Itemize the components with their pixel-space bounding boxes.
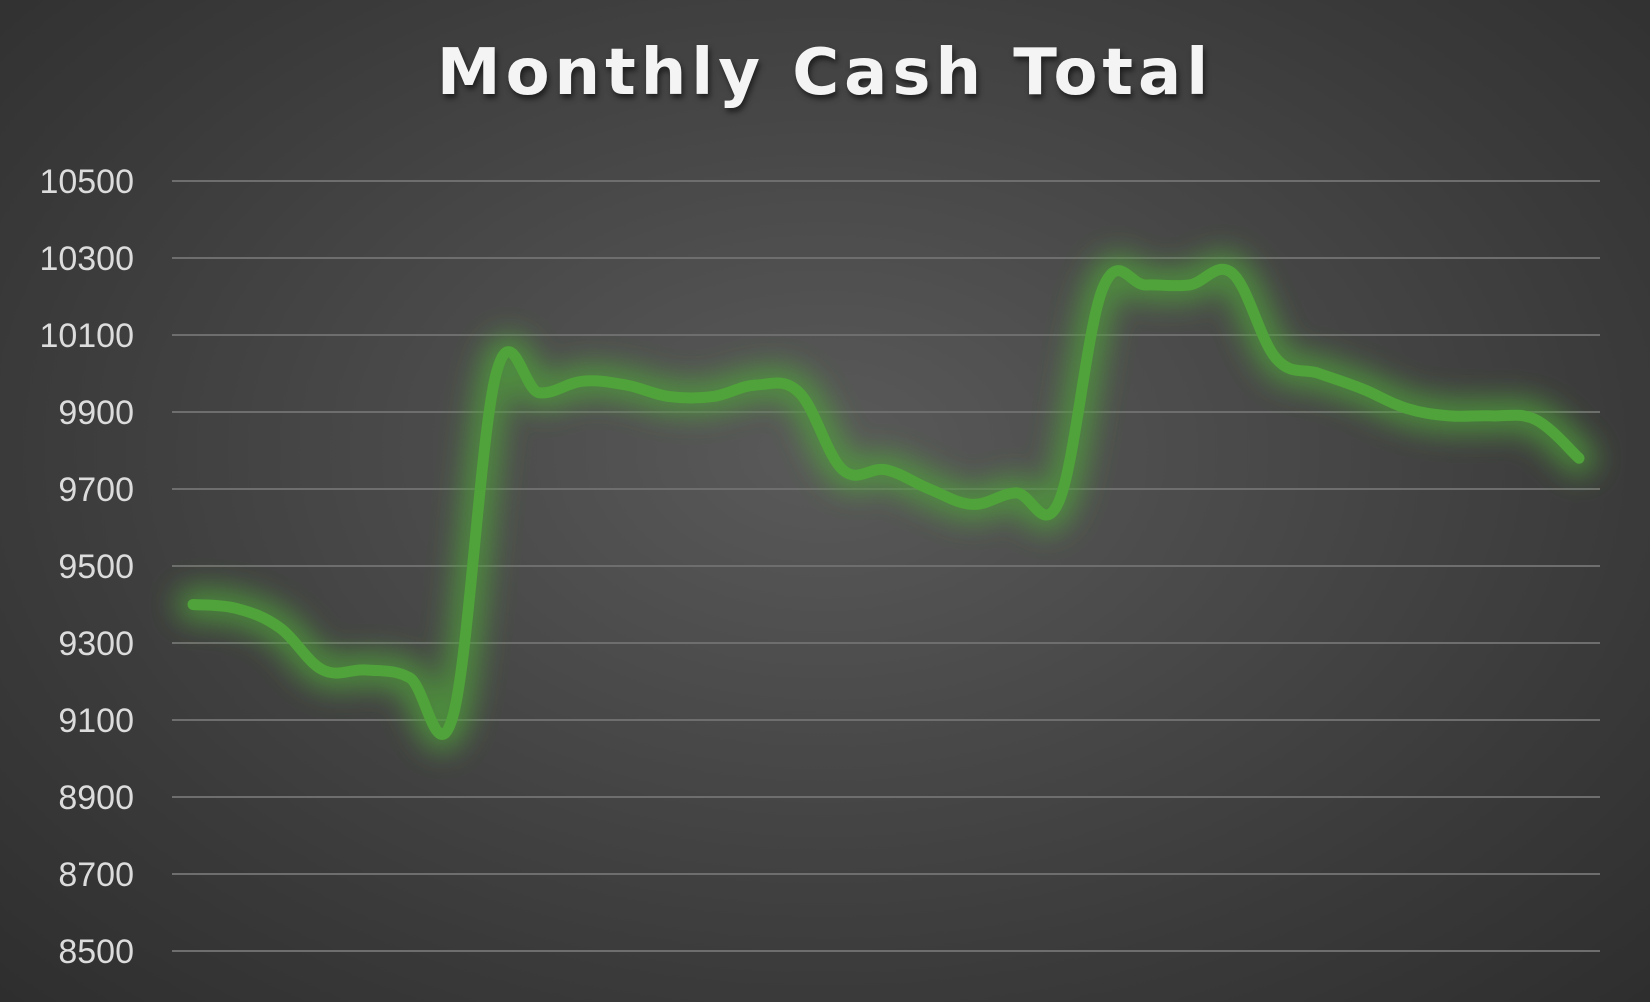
y-tick-label: 9300 [58, 625, 134, 663]
y-tick-label: 9100 [58, 702, 134, 740]
y-tick-label: 9900 [58, 394, 134, 432]
series-line-glow [176, 252, 1596, 752]
y-tick-label: 8900 [58, 779, 134, 817]
gridlines [172, 180, 1600, 952]
series-line [187, 263, 1585, 740]
y-axis-tick-labels: 10500 10300 10100 9900 9700 9500 9300 9100 8900 8… [39, 163, 134, 971]
y-tick-label: 10500 [39, 163, 134, 201]
y-tick-label: 10300 [39, 240, 134, 278]
y-tick-label: 10100 [39, 317, 134, 355]
y-tick-label: 9700 [58, 471, 134, 509]
y-tick-label: 8500 [58, 933, 134, 971]
series-group [176, 252, 1596, 752]
y-tick-label: 8700 [58, 856, 134, 894]
chart-title: Monthly Cash Total [436, 36, 1214, 110]
y-tick-label: 9500 [58, 548, 134, 586]
